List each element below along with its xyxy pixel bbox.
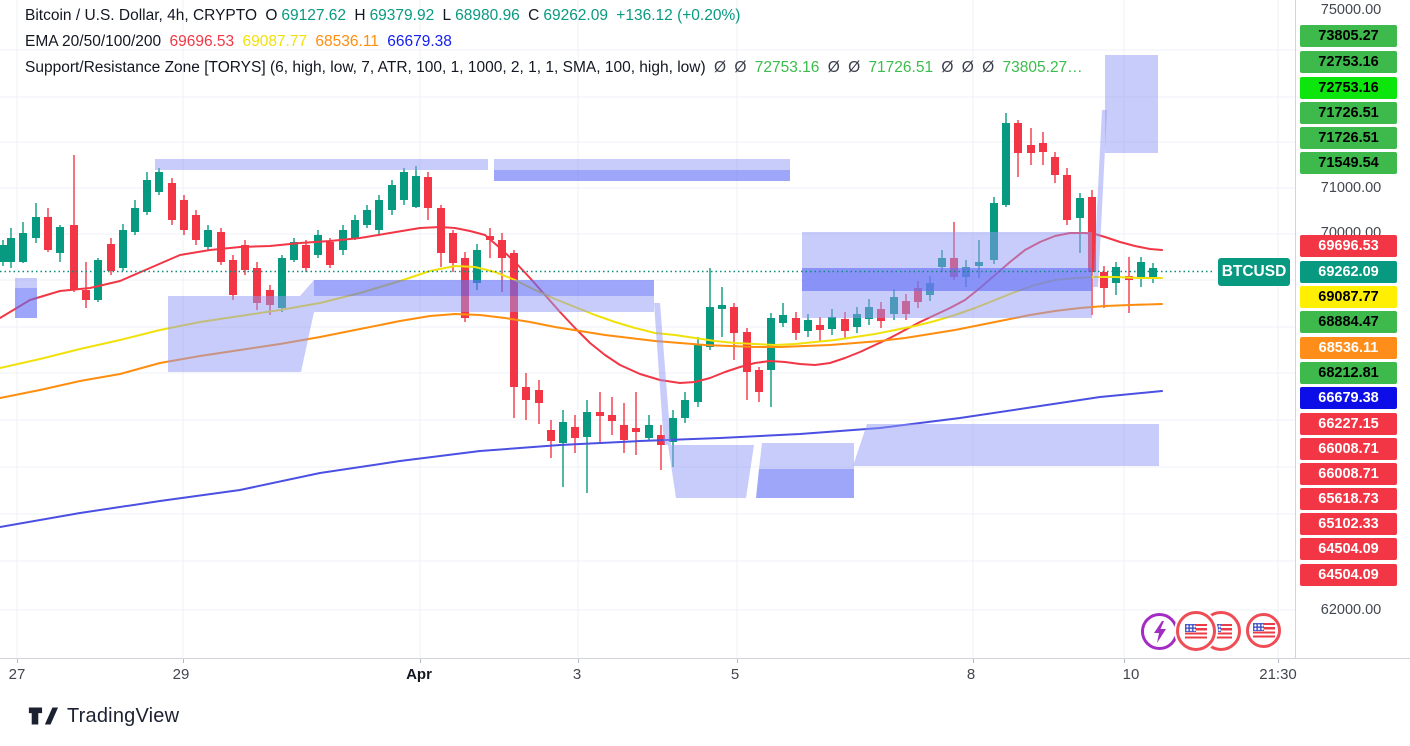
economic-event-icon[interactable] (1141, 613, 1178, 650)
price-axis-label: 75000.00 (1320, 2, 1382, 18)
time-axis-tick (17, 659, 18, 663)
price-level-badge: 71726.51 (1300, 127, 1397, 149)
price-axis-label: 71000.00 (1320, 180, 1382, 196)
tradingview-logo[interactable]: TradingView (27, 702, 179, 730)
sr-value-0: Ø (713, 59, 727, 76)
legend: Bitcoin / U.S. Dollar, 4h, CRYPTO O 69127… (25, 3, 1087, 81)
price-level-badge: 68212.81 (1300, 362, 1397, 384)
sr-value-7: Ø (961, 59, 974, 76)
time-axis-label: 27 (8, 666, 26, 683)
sr-value-8: Ø (982, 59, 995, 76)
close-label: C (528, 7, 540, 24)
price-level-badge: 71549.54 (1300, 152, 1397, 174)
tradingview-logo-icon (28, 707, 59, 725)
price-level-badge: 66008.71 (1300, 463, 1397, 485)
price-level-badge: 64504.09 (1300, 538, 1397, 560)
open-value: 69127.62 (281, 7, 347, 24)
time-axis-tick (1124, 659, 1125, 663)
legend-symbol-row[interactable]: Bitcoin / U.S. Dollar, 4h, CRYPTO O 69127… (25, 3, 1087, 29)
high-label: H (354, 7, 366, 24)
time-axis-label: 5 (730, 666, 740, 683)
footer: TradingView (0, 692, 1410, 746)
current-price-symbol-label: BTCUSD (1218, 258, 1290, 286)
time-axis-tick (420, 659, 421, 663)
time-axis-label: 3 (572, 666, 582, 683)
close-value: 69262.09 (543, 7, 608, 24)
time-axis-tick (1278, 659, 1279, 663)
sr-value-6: Ø (941, 59, 954, 76)
ema20-value: 69696.53 (169, 33, 235, 50)
price-level-badge: 69696.53 (1300, 235, 1397, 257)
legend-sr-row[interactable]: Support/Resistance Zone [TORYS] (6, high… (25, 55, 1087, 81)
symbol-title: Bitcoin / U.S. Dollar, 4h, CRYPTO (25, 7, 258, 24)
ema-indicator-title: EMA 20/50/100/200 (25, 33, 162, 50)
candlestick-chart[interactable] (0, 0, 1295, 658)
time-axis-tick (737, 659, 738, 663)
price-level-badge: 71726.51 (1300, 102, 1397, 124)
sr-indicator-title: Support/Resistance Zone [TORYS] (6, high… (25, 59, 706, 76)
time-axis-label: Apr (406, 666, 432, 683)
price-level-badge: 72753.16 (1300, 77, 1397, 99)
us-event-icon[interactable] (1176, 611, 1216, 651)
us-flag-icon (1252, 623, 1275, 638)
price-level-badge: 66227.15 (1300, 413, 1397, 435)
price-axis-label: 62000.00 (1320, 602, 1382, 618)
ema50-value: 69087.77 (242, 33, 308, 50)
ema200-value: 66679.38 (387, 33, 452, 50)
legend-ema-row[interactable]: EMA 20/50/100/200 69696.53 69087.77 6853… (25, 29, 1087, 55)
us-event-icon[interactable] (1246, 613, 1281, 648)
price-level-badge: 68884.47 (1300, 311, 1397, 333)
low-value: 68980.96 (455, 7, 520, 24)
sr-value-1: Ø (734, 59, 747, 76)
sr-value-4: Ø (848, 59, 861, 76)
open-label: O (265, 7, 278, 24)
sr-value-2: 72753.16 (754, 59, 820, 76)
price-level-badge: 65618.73 (1300, 488, 1397, 510)
sr-value-9: 73805.27… (1002, 59, 1083, 76)
tradingview-logo-text: TradingView (67, 704, 180, 727)
time-axis-label: 21:30 (1259, 666, 1297, 683)
chart-pane[interactable]: Bitcoin / U.S. Dollar, 4h, CRYPTO O 69127… (0, 0, 1295, 658)
time-axis-tick (973, 659, 974, 663)
support-resistance-zones (15, 55, 1159, 498)
low-label: L (442, 7, 452, 24)
change-value: +136.12 (+0.20%) (616, 7, 741, 24)
time-axis[interactable]: 27 29 Apr 3 5 8 10 21:30 (0, 658, 1410, 694)
price-level-badge: 64504.09 (1300, 564, 1397, 586)
price-level-badge: 68536.11 (1300, 337, 1397, 359)
price-level-badge: 65102.33 (1300, 513, 1397, 535)
price-level-badge: 72753.16 (1300, 51, 1397, 73)
time-axis-tick (183, 659, 184, 663)
sr-value-5: 71726.51 (868, 59, 934, 76)
time-axis-label: 29 (172, 666, 190, 683)
time-axis-tick (578, 659, 579, 663)
price-level-badge: 69262.09 (1300, 261, 1397, 283)
sr-value-3: Ø (827, 59, 840, 76)
lightning-bolt-icon (1153, 620, 1166, 643)
price-axis[interactable]: 75000.00 71000.00 70000.00 62000.00 73805.27… (1295, 0, 1410, 658)
ema200-line (0, 390, 1163, 528)
time-axis-label: 10 (1122, 666, 1140, 683)
time-axis-label: 8 (966, 666, 976, 683)
price-level-badge: 66008.71 (1300, 438, 1397, 460)
high-value: 69379.92 (369, 7, 435, 24)
ema100-value: 68536.11 (315, 33, 379, 50)
price-level-badge: 66679.38 (1300, 387, 1397, 409)
price-level-badge: 73805.27 (1300, 25, 1397, 47)
us-flag-icon (1185, 623, 1207, 639)
price-level-badge: 69087.77 (1300, 286, 1397, 308)
